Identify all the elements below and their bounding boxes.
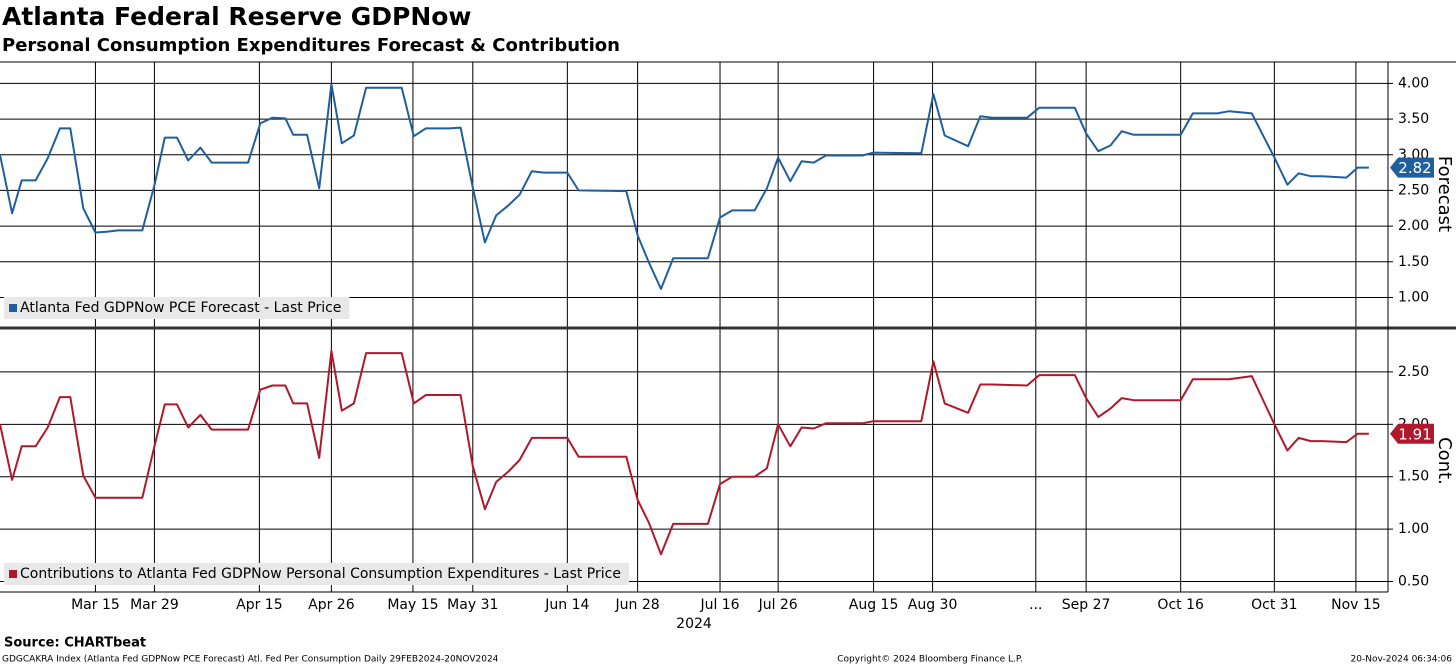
legend: Atlanta Fed GDPNow PCE Forecast - Last P… [4,297,350,319]
x-tick-label: Apr 26 [308,597,355,613]
y-axis-label: Forecast [1434,156,1455,232]
y-tick-label: 1.00 [1398,289,1429,305]
data-line [0,83,1369,290]
x-tick-label: ... [1029,597,1042,613]
y-tick-label: 2.50 [1398,364,1429,380]
y-tick-label: 4.00 [1398,75,1429,91]
y-tick-label: 1.50 [1398,254,1429,270]
x-tick-label: Oct 31 [1251,597,1297,613]
last-price-label: 1.91 [1398,425,1431,443]
x-tick-label: May 15 [387,597,438,613]
y-tick-label: 1.50 [1398,469,1429,485]
x-tick-label: Jun 28 [615,597,660,613]
description: GDGCAKRA Index (Atlanta Fed GDPNow PCE F… [2,655,499,665]
x-tick-label: Mar 29 [130,597,179,613]
x-tick-label: Aug 15 [849,597,899,613]
x-tick-label: Oct 16 [1157,597,1204,613]
y-tick-label: 2.00 [1398,218,1429,234]
y-tick-label: 0.50 [1398,574,1429,590]
data-line [0,350,1369,556]
legend-box [4,297,350,319]
legend-box [4,563,629,585]
y-tick-label: 2.50 [1398,182,1429,198]
x-tick-label: Mar 15 [71,597,120,613]
last-price-tag [1390,423,1434,444]
x-tick-label: Apr 15 [236,597,282,613]
x-tick-label: Jul 16 [699,597,739,613]
chart-title: Atlanta Federal Reserve GDPNow [2,2,472,31]
x-axis-label: 2024 [676,616,712,632]
legend-swatch [9,304,17,312]
x-tick-label: Aug 30 [908,597,958,613]
x-tick-label: May 31 [447,597,498,613]
x-tick-label: Sep 27 [1062,597,1111,613]
copyright: Copyright© 2024 Bloomberg Finance L.P. [837,655,1022,665]
source: Source: CHARTbeat [4,636,146,651]
legend: Contributions to Atlanta Fed GDPNow Pers… [4,563,629,585]
x-tick-label: Jul 26 [758,597,798,613]
x-tick-label: Nov 15 [1331,597,1381,613]
legend-label: Contributions to Atlanta Fed GDPNow Pers… [20,566,621,582]
chart-subtitle: Personal Consumption Expenditures Foreca… [2,35,620,56]
legend-label: Atlanta Fed GDPNow PCE Forecast - Last P… [20,300,341,316]
y-axis-label: Cont. [1434,437,1455,485]
y-tick-label: 1.00 [1398,521,1429,537]
y-tick-label: 3.50 [1398,111,1429,127]
timestamp: 20-Nov-2024 06:34:06 [1351,655,1453,665]
legend-swatch [9,570,17,578]
last-price-tag [1390,157,1434,178]
last-price-label: 2.82 [1398,159,1431,177]
x-tick-label: Jun 14 [544,597,589,613]
